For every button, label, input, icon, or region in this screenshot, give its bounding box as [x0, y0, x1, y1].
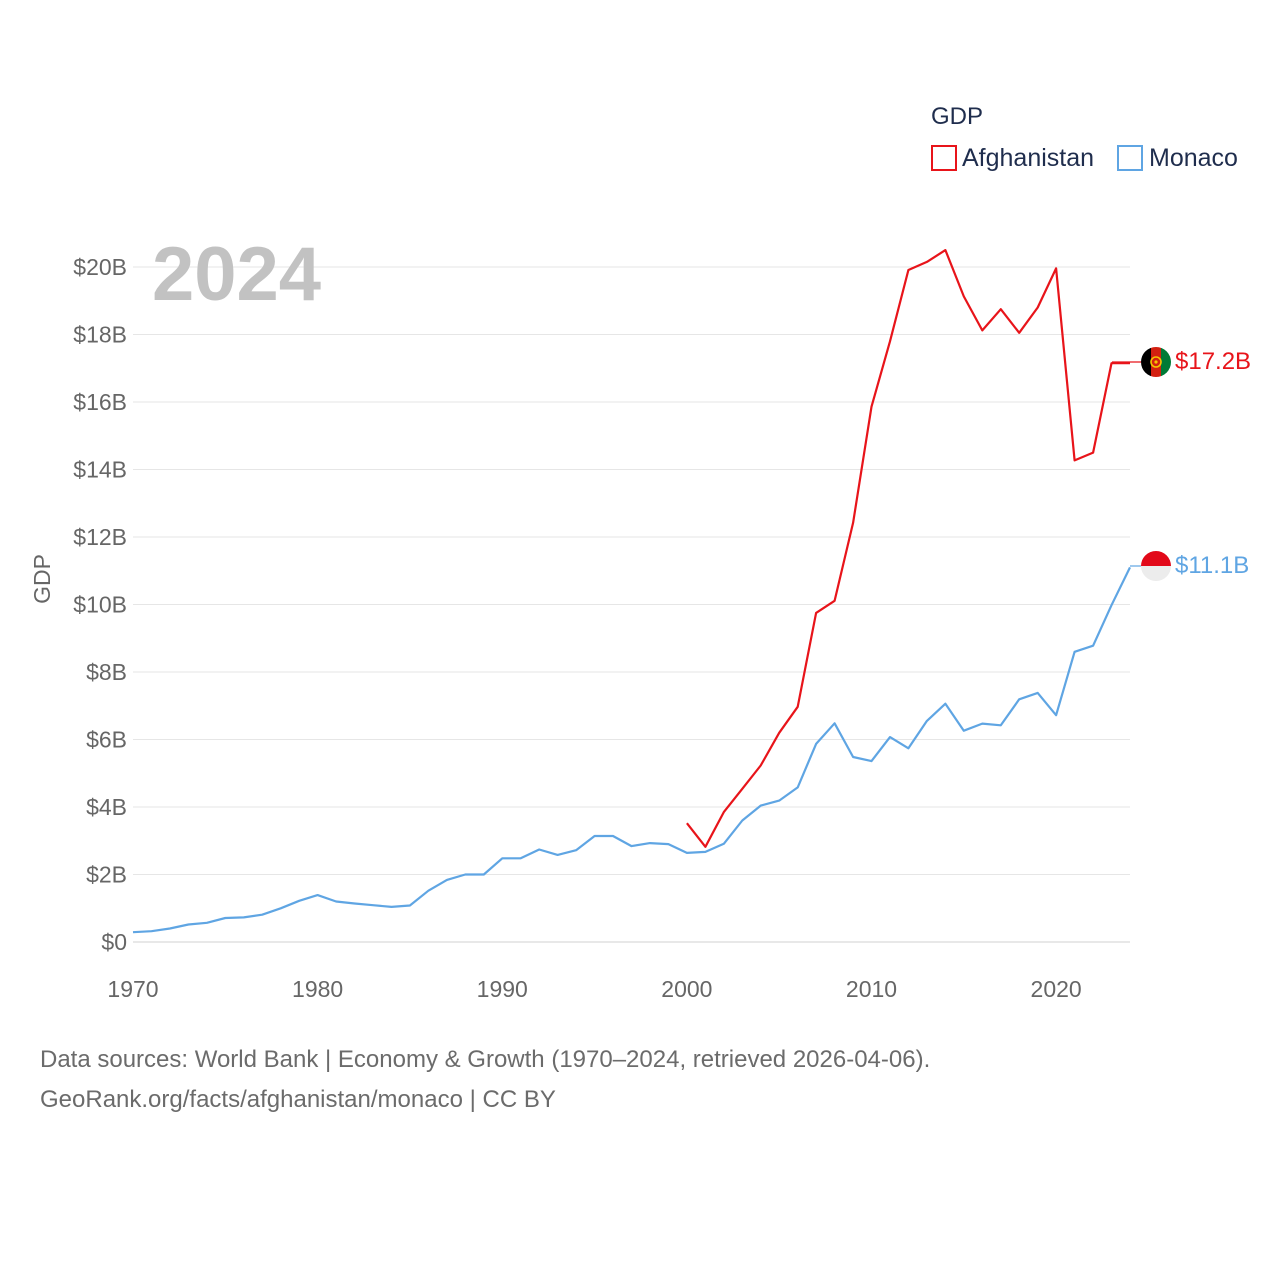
- legend-item-monaco[interactable]: Monaco: [1117, 144, 1238, 172]
- grid-lines: [133, 266, 1130, 943]
- x-tick-label: 2010: [846, 976, 897, 1002]
- series-line-monaco: [132, 566, 1131, 934]
- source-line-2[interactable]: GeoRank.org/facts/afghanistan/monaco | C…: [40, 1086, 556, 1113]
- legend-label-afghanistan: Afghanistan: [962, 144, 1094, 172]
- source-note: Data sources: World Bank | Economy & Gro…: [40, 1040, 930, 1120]
- x-tick-label: 1980: [292, 976, 343, 1002]
- x-tick-label: 2000: [661, 976, 712, 1002]
- legend-swatch-monaco: [1117, 145, 1143, 171]
- x-tick-label: 1990: [477, 976, 528, 1002]
- legend-label-monaco: Monaco: [1149, 144, 1238, 172]
- gdp-line-chart: $0 $2B $4B $6B $8B $10B $12B $14B $16B $18B $20B 1…: [29, 103, 1251, 1002]
- x-axis-ticks: 1970 1980 1990 2000 2010 2020: [107, 976, 1081, 1002]
- y-tick-label: $18B: [73, 322, 127, 348]
- y-tick-label: $20B: [73, 254, 127, 280]
- y-tick-label: $8B: [86, 659, 127, 685]
- x-tick-label: 1970: [107, 976, 158, 1002]
- end-label-afghanistan: $17.2B: [1175, 348, 1251, 375]
- y-tick-label: $2B: [86, 862, 127, 888]
- afghanistan-flag-icon: [1141, 347, 1171, 377]
- y-tick-label: $0: [101, 929, 127, 955]
- y-tick-label: $6B: [86, 727, 127, 753]
- legend-item-afghanistan[interactable]: Afghanistan: [931, 144, 1094, 172]
- legend: GDP Afghanistan Monaco: [931, 103, 1238, 172]
- source-line-1: Data sources: World Bank | Economy & Gro…: [40, 1046, 931, 1073]
- y-axis-title: GDP: [29, 554, 55, 604]
- y-axis-ticks: $0 $2B $4B $6B $8B $10B $12B $14B $16B $18B $20B: [73, 254, 127, 955]
- end-label-monaco: $11.1B: [1175, 552, 1249, 579]
- legend-title: GDP: [931, 103, 983, 130]
- year-label: 2024: [152, 232, 321, 317]
- y-tick-label: $14B: [73, 457, 127, 483]
- monaco-flag-icon: [1141, 551, 1171, 581]
- x-tick-label: 2020: [1031, 976, 1082, 1002]
- y-tick-label: $12B: [73, 524, 127, 550]
- series-line-afghanistan: [686, 249, 1130, 848]
- y-tick-label: $4B: [86, 794, 127, 820]
- y-tick-label: $16B: [73, 389, 127, 415]
- y-tick-label: $10B: [73, 592, 127, 618]
- legend-swatch-afghanistan: [931, 145, 957, 171]
